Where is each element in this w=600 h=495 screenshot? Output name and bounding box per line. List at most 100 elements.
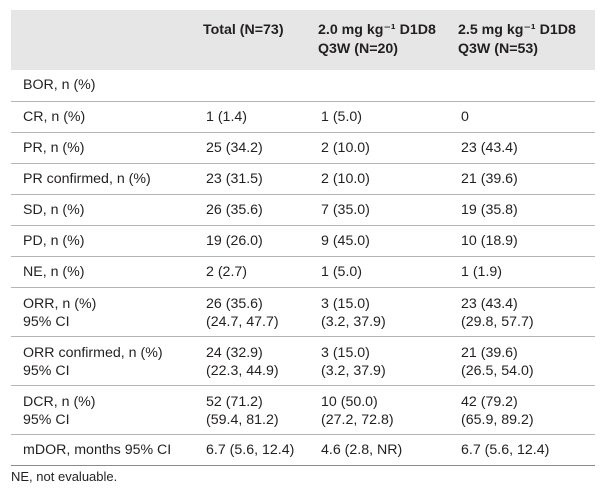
total-value-line: 2 (2.7)	[206, 263, 248, 280]
total-value: 2 (2.7)	[196, 256, 311, 288]
row-label: PR confirmed, n (%)	[11, 163, 196, 195]
row-label: SD, n (%)	[11, 194, 196, 226]
total-value: 25 (34.2)	[196, 132, 311, 164]
dose-2-0-value	[311, 70, 451, 102]
total-value: 23 (31.5)	[196, 163, 311, 195]
row-label-line: 95% CI	[23, 313, 70, 330]
row-label: PD, n (%)	[11, 225, 196, 257]
dose-2-0-value-line: (27.2, 72.8)	[321, 411, 394, 428]
row-label: DCR, n (%) 95% CI	[11, 385, 196, 435]
dose-2-0-value: 4.6 (2.8, NR)	[311, 434, 451, 466]
row-label: PR, n (%)	[11, 132, 196, 164]
dose-2-5-value: 0	[451, 101, 595, 133]
row-label-line: PR, n (%)	[23, 139, 85, 156]
dose-2-5-value-line: 6.7 (5.6, 12.4)	[461, 441, 550, 458]
table-row: BOR, n (%)	[11, 70, 595, 102]
row-label: ORR confirmed, n (%) 95% CI	[11, 336, 196, 386]
dose-2-0-value-line: 2 (10.0)	[321, 139, 370, 156]
dose-2-5-value: 21 (39.6)	[451, 163, 595, 195]
total-value: 24 (32.9) (22.3, 44.9)	[196, 336, 311, 386]
dose-2-5-value-line: 10 (18.9)	[461, 232, 518, 249]
dose-2-5-value: 10 (18.9)	[451, 225, 595, 257]
dose-2-5-value-line: 0	[461, 108, 469, 125]
row-label-line: SD, n (%)	[23, 201, 85, 218]
dose-2-5-value	[451, 70, 595, 102]
header-dose-2-5-line2: Q3W (N=53)	[458, 41, 539, 57]
row-label-line: ORR confirmed, n (%)	[23, 344, 163, 361]
row-label: BOR, n (%)	[11, 70, 196, 102]
total-value: 19 (26.0)	[196, 225, 311, 257]
results-table-container: Total (N=73) 2.0 mg kg⁻¹ D1D8 Q3W (N=20)…	[11, 10, 595, 466]
dose-2-5-value-line: 1 (1.9)	[461, 263, 503, 280]
header-dose-2-5-line1: 2.5 mg kg⁻¹ D1D8	[458, 22, 576, 38]
dose-2-0-value-line: 3 (15.0)	[321, 295, 370, 312]
row-label: mDOR, months 95% CI	[11, 434, 196, 466]
dose-2-0-value-line: (3.2, 37.9)	[321, 362, 386, 379]
table-row: mDOR, months 95% CI 6.7 (5.6, 12.4) 4.6 (2…	[11, 434, 595, 466]
dose-2-0-value: 10 (50.0) (27.2, 72.8)	[311, 385, 451, 435]
header-total: Total (N=73)	[196, 10, 311, 70]
dose-2-5-value-line: 21 (39.6)	[461, 170, 518, 187]
total-value: 26 (35.6)	[196, 194, 311, 226]
row-label-line: 95% CI	[23, 362, 70, 379]
table-header-row: Total (N=73) 2.0 mg kg⁻¹ D1D8 Q3W (N=20)…	[11, 10, 595, 70]
row-label: NE, n (%)	[11, 256, 196, 288]
total-value-line: 26 (35.6)	[206, 201, 263, 218]
dose-2-0-value-line: 3 (15.0)	[321, 344, 370, 361]
dose-2-5-value-line: (65.9, 89.2)	[461, 411, 534, 428]
dose-2-5-value-line: 23 (43.4)	[461, 295, 518, 312]
table-row: NE, n (%) 2 (2.7) 1 (5.0) 1 (1.9)	[11, 256, 595, 288]
dose-2-0-value: 1 (5.0)	[311, 101, 451, 133]
header-dose-2-0-line2: Q3W (N=20)	[318, 41, 399, 57]
table-body: BOR, n (%) CR, n (%) 1 (1.4) 1 (5.0) 0 PR, n …	[11, 70, 595, 466]
row-label-line: PR confirmed, n (%)	[23, 170, 151, 187]
dose-2-5-value-line: (26.5, 54.0)	[461, 362, 534, 379]
response-table: Total (N=73) 2.0 mg kg⁻¹ D1D8 Q3W (N=20)…	[11, 10, 595, 466]
dose-2-0-value-line: 2 (10.0)	[321, 170, 370, 187]
dose-2-0-value-line: 7 (35.0)	[321, 201, 370, 218]
dose-2-0-value: 7 (35.0)	[311, 194, 451, 226]
total-value-line: 26 (35.6)	[206, 295, 263, 312]
header-empty-cell	[11, 10, 196, 70]
row-label-line: DCR, n (%)	[23, 393, 96, 410]
row-label-line: BOR, n (%)	[23, 77, 96, 94]
row-label-line: NE, n (%)	[23, 263, 85, 280]
row-label: CR, n (%)	[11, 101, 196, 133]
dose-2-0-value-line: 4.6 (2.8, NR)	[321, 441, 403, 458]
dose-2-5-value: 42 (79.2) (65.9, 89.2)	[451, 385, 595, 435]
row-label-line: PD, n (%)	[23, 232, 85, 249]
dose-2-5-value-line: 19 (35.8)	[461, 201, 518, 218]
header-dose-2-0: 2.0 mg kg⁻¹ D1D8 Q3W (N=20)	[311, 10, 451, 70]
table-row: SD, n (%) 26 (35.6) 7 (35.0) 19 (35.8)	[11, 194, 595, 226]
row-label-line: 95% CI	[23, 411, 70, 428]
dose-2-0-value-line: 1 (5.0)	[321, 108, 363, 125]
table-row: DCR, n (%) 95% CI 52 (71.2) (59.4, 81.2) 10 …	[11, 385, 595, 435]
total-value-line: 6.7 (5.6, 12.4)	[206, 441, 295, 458]
total-value-line: (24.7, 47.7)	[206, 313, 279, 330]
dose-2-5-value: 6.7 (5.6, 12.4)	[451, 434, 595, 466]
dose-2-0-value-line: 10 (50.0)	[321, 393, 378, 410]
dose-2-5-value: 21 (39.6) (26.5, 54.0)	[451, 336, 595, 386]
total-value	[196, 70, 311, 102]
table-row: CR, n (%) 1 (1.4) 1 (5.0) 0	[11, 101, 595, 133]
total-value: 6.7 (5.6, 12.4)	[196, 434, 311, 466]
dose-2-0-value: 1 (5.0)	[311, 256, 451, 288]
dose-2-0-value-line: 1 (5.0)	[321, 263, 363, 280]
row-label-line: ORR, n (%)	[23, 295, 97, 312]
dose-2-0-value: 2 (10.0)	[311, 163, 451, 195]
dose-2-5-value-line: 21 (39.6)	[461, 344, 518, 361]
total-value: 52 (71.2) (59.4, 81.2)	[196, 385, 311, 435]
table-footnote: NE, not evaluable.	[11, 469, 118, 484]
table-row: ORR, n (%) 95% CI 26 (35.6) (24.7, 47.7) 3 (…	[11, 287, 595, 337]
dose-2-0-value: 2 (10.0)	[311, 132, 451, 164]
dose-2-0-value-line: 9 (45.0)	[321, 232, 370, 249]
total-value: 1 (1.4)	[196, 101, 311, 133]
dose-2-5-value: 23 (43.4) (29.8, 57.7)	[451, 287, 595, 337]
dose-2-0-value-line: (3.2, 37.9)	[321, 313, 386, 330]
table-row: PR, n (%) 25 (34.2) 2 (10.0) 23 (43.4)	[11, 132, 595, 164]
row-label-line: mDOR, months 95% CI	[23, 441, 172, 458]
total-value-line: 23 (31.5)	[206, 170, 263, 187]
dose-2-5-value-line: 23 (43.4)	[461, 139, 518, 156]
dose-2-0-value: 9 (45.0)	[311, 225, 451, 257]
total-value-line: 24 (32.9)	[206, 344, 263, 361]
